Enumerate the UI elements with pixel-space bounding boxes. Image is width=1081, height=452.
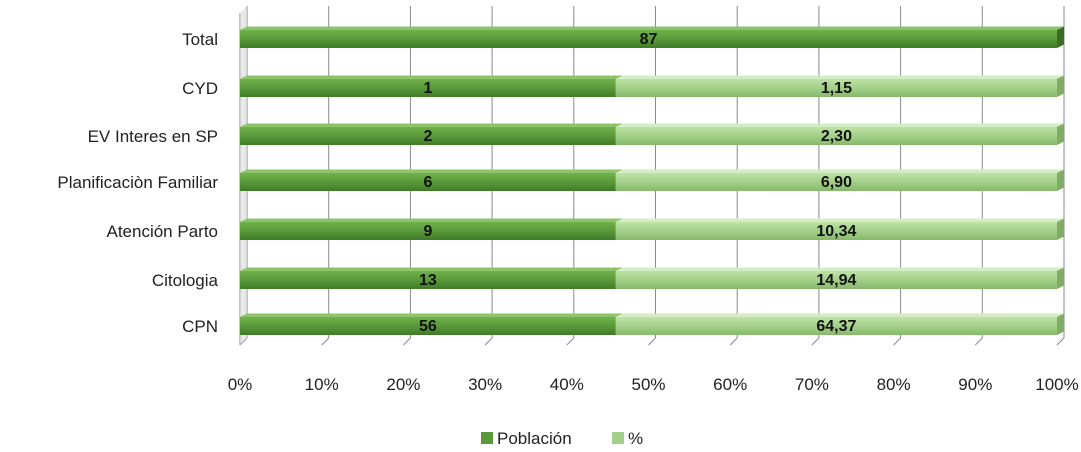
bar-citologia-poblacion: [240, 271, 616, 289]
bar-cyd-pct-top: [615, 75, 1064, 79]
bar-planificacion-familiar-pct: [615, 173, 1057, 191]
data-label-ev-interes-en-sp-poblacion: 2: [423, 128, 432, 145]
x-tick-label-70: 70%: [795, 375, 829, 394]
bar-planificacion-familiar-poblacion: [240, 173, 616, 191]
legend: Población %: [481, 429, 643, 448]
bars: [240, 26, 1064, 335]
data-label-cpn-poblacion: 56: [419, 318, 437, 335]
x-tick-label-90: 90%: [958, 375, 992, 394]
bar-citologia-pct: [615, 271, 1057, 289]
category-label-planificacion-familiar: Planificaciòn Familiar: [57, 173, 218, 192]
bar-atencion-parto-poblacion: [240, 222, 616, 240]
bar-cpn-poblacion-top: [240, 313, 623, 317]
data-label-citologia-poblacion: 13: [419, 272, 437, 289]
bar-cpn-pct: [615, 317, 1057, 335]
bar-cpn-pct-side: [1057, 313, 1064, 335]
bar-ev-interes-en-sp-poblacion-top: [240, 123, 623, 127]
data-label-planificacion-familiar-poblacion: 6: [423, 174, 432, 191]
floor-tick-80: [893, 337, 901, 346]
category-axis: Total CYD EV Interes en SP Planificaciòn Fa…: [57, 30, 218, 336]
floor-tick-30: [484, 337, 493, 346]
bar-cyd-poblacion: [240, 79, 616, 97]
x-tick-label-60: 60%: [713, 375, 747, 394]
x-tick-label-80: 80%: [877, 375, 911, 394]
legend-label-poblacion: Población: [497, 429, 572, 448]
floor-tick-100: [1056, 337, 1065, 346]
data-label-atencion-parto-pct: 10,34: [816, 223, 856, 240]
x-tick-label-30: 30%: [468, 375, 502, 394]
bar-atencion-parto-pct-top: [615, 218, 1064, 222]
category-label-cyd: CYD: [182, 79, 218, 98]
category-label-cpn: CPN: [182, 317, 218, 336]
category-label-ev-interes-en-sp: EV Interes en SP: [88, 127, 218, 146]
bar-ev-interes-en-sp-poblacion: [240, 127, 616, 145]
bar-ev-interes-en-sp-pct: [615, 127, 1057, 145]
bar-cyd-pct-side: [1057, 75, 1064, 97]
floor-tick-70: [811, 337, 820, 346]
data-label-cpn-pct: 64,37: [816, 318, 856, 335]
floor-tick-90: [974, 337, 983, 346]
category-label-atencion-parto: Atención Parto: [106, 222, 218, 241]
data-labels: 87 1 1,15 2 2,30 6 6,90 9 10,34 13 14,94 56 64,37: [419, 31, 857, 335]
bar-planificacion-familiar-pct-side: [1057, 169, 1064, 191]
floor-tick-50: [648, 337, 656, 346]
bar-citologia-pct-top: [615, 267, 1064, 271]
bar-ev-interes-en-sp-pct-top: [615, 123, 1064, 127]
data-label-cyd-poblacion: 1: [423, 80, 432, 97]
floor-tick-10: [321, 337, 330, 346]
data-label-citologia-pct: 14,94: [816, 272, 856, 289]
data-label-atencion-parto-poblacion: 9: [423, 223, 432, 240]
bar-cyd-pct: [615, 79, 1057, 97]
bar-planificacion-familiar-pct-top: [615, 169, 1064, 173]
legend-swatch-poblacion: [481, 432, 493, 444]
bar-total-poblacion-side: [1057, 26, 1064, 48]
floor-tick-20: [403, 337, 411, 346]
bar-atencion-parto-poblacion-top: [240, 218, 623, 222]
bar-total-poblacion: [240, 30, 1057, 48]
bar-atencion-parto-pct: [615, 222, 1057, 240]
legend-label-percent: %: [628, 429, 643, 448]
bar-cyd-poblacion-top: [240, 75, 623, 79]
floor-tick-40: [566, 337, 575, 346]
category-label-citologia: Citologia: [152, 271, 219, 290]
x-tick-label-0: 0%: [228, 375, 253, 394]
category-label-total: Total: [182, 30, 218, 49]
data-label-planificacion-familiar-pct: 6,90: [821, 174, 852, 191]
bar-citologia-pct-side: [1057, 267, 1064, 289]
bar-cpn-poblacion: [240, 317, 616, 335]
bar-cpn-pct-top: [615, 313, 1064, 317]
x-tick-label-20: 20%: [386, 375, 420, 394]
x-tick-label-10: 10%: [305, 375, 339, 394]
bar-citologia-poblacion-top: [240, 267, 623, 271]
bar-ev-interes-en-sp-pct-side: [1057, 123, 1064, 145]
data-label-cyd-pct: 1,15: [821, 80, 852, 97]
bar-total-poblacion-top: [240, 26, 1064, 30]
data-label-total-poblacion: 87: [640, 31, 658, 48]
bar-planificacion-familiar-poblacion-top: [240, 169, 623, 173]
floor-tick-60: [729, 337, 738, 346]
legend-swatch-percent: [612, 432, 624, 444]
x-tick-label-50: 50%: [631, 375, 665, 394]
x-tick-label-100: 100%: [1035, 375, 1078, 394]
value-axis: 0% 10% 20% 30% 40% 50% 60% 70% 80% 90% 100%: [228, 375, 1079, 394]
x-tick-label-40: 40%: [550, 375, 584, 394]
bar-atencion-parto-pct-side: [1057, 218, 1064, 240]
data-label-ev-interes-en-sp-pct: 2,30: [821, 128, 852, 145]
